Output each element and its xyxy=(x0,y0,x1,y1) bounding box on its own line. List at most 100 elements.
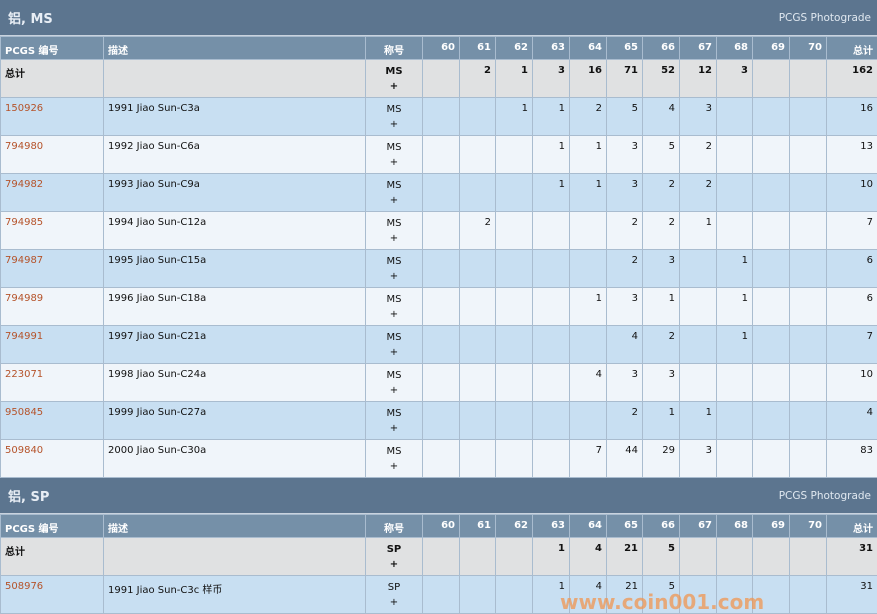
grade-count[interactable]: 3 xyxy=(680,98,717,136)
grade-count[interactable]: 3 xyxy=(607,364,643,402)
row-total[interactable]: 7 xyxy=(827,212,877,250)
col-grade-60[interactable]: 60 xyxy=(423,515,460,538)
pcgs-code-link[interactable]: 950845 xyxy=(5,407,43,418)
photograde-link[interactable]: PCGS Photograde xyxy=(779,12,871,24)
col-desc[interactable]: 描述 xyxy=(104,515,366,538)
pcgs-code-link[interactable]: 508976 xyxy=(5,581,43,592)
grade-count[interactable]: 1 xyxy=(570,136,607,174)
grade-count[interactable]: 2 xyxy=(570,98,607,136)
grade-count[interactable]: 1 xyxy=(643,288,680,326)
pcgs-code-link[interactable]: 794989 xyxy=(5,293,43,304)
grade-count[interactable]: 3 xyxy=(643,364,680,402)
plus-icon[interactable]: + xyxy=(370,155,418,170)
grade-count[interactable]: 2 xyxy=(680,174,717,212)
col-designation[interactable]: 称号 xyxy=(366,515,423,538)
grade-count[interactable]: 4 xyxy=(570,576,607,614)
grade-count[interactable]: 3 xyxy=(607,136,643,174)
plus-icon[interactable]: + xyxy=(370,383,418,398)
grade-count[interactable]: 1 xyxy=(533,174,570,212)
grade-count[interactable]: 1 xyxy=(680,402,717,440)
row-total[interactable]: 13 xyxy=(827,136,877,174)
pcgs-code-link[interactable]: 794991 xyxy=(5,331,43,342)
plus-icon[interactable]: + xyxy=(370,557,418,572)
col-grade-68[interactable]: 68 xyxy=(717,37,753,60)
grade-count[interactable]: 29 xyxy=(643,440,680,478)
pcgs-code-link[interactable]: 794985 xyxy=(5,217,43,228)
grade-count[interactable]: 44 xyxy=(607,440,643,478)
col-grade-63[interactable]: 63 xyxy=(533,515,570,538)
row-total[interactable]: 6 xyxy=(827,250,877,288)
col-grade-63[interactable]: 63 xyxy=(533,37,570,60)
grade-count[interactable]: 2 xyxy=(643,212,680,250)
pcgs-code-link[interactable]: 794987 xyxy=(5,255,43,266)
col-grade-70[interactable]: 70 xyxy=(790,515,827,538)
grade-count[interactable]: 2 xyxy=(643,326,680,364)
grade-count[interactable]: 1 xyxy=(680,212,717,250)
plus-icon[interactable]: + xyxy=(370,307,418,322)
grade-count[interactable]: 1 xyxy=(533,98,570,136)
plus-icon[interactable]: + xyxy=(370,117,418,132)
grade-count[interactable]: 2 xyxy=(607,250,643,288)
plus-icon[interactable]: + xyxy=(370,269,418,284)
grade-count[interactable]: 2 xyxy=(607,212,643,250)
row-total[interactable]: 10 xyxy=(827,364,877,402)
col-designation[interactable]: 称号 xyxy=(366,37,423,60)
row-total[interactable]: 31 xyxy=(827,576,877,614)
col-grade-62[interactable]: 62 xyxy=(496,37,533,60)
grade-count[interactable]: 1 xyxy=(717,288,753,326)
col-grade-65[interactable]: 65 xyxy=(607,37,643,60)
grade-count[interactable]: 3 xyxy=(607,174,643,212)
col-desc[interactable]: 描述 xyxy=(104,37,366,60)
plus-icon[interactable]: + xyxy=(370,79,418,94)
grade-count[interactable]: 2 xyxy=(643,174,680,212)
grade-count[interactable]: 5 xyxy=(643,136,680,174)
row-total[interactable]: 4 xyxy=(827,402,877,440)
col-grade-67[interactable]: 67 xyxy=(680,37,717,60)
pcgs-code-link[interactable]: 150926 xyxy=(5,103,43,114)
plus-icon[interactable]: + xyxy=(370,421,418,436)
col-total[interactable]: 总计 xyxy=(827,515,877,538)
row-total[interactable]: 7 xyxy=(827,326,877,364)
col-grade-61[interactable]: 61 xyxy=(460,515,496,538)
col-grade-66[interactable]: 66 xyxy=(643,515,680,538)
plus-icon[interactable]: + xyxy=(370,345,418,360)
pcgs-code-link[interactable]: 794980 xyxy=(5,141,43,152)
grade-count[interactable]: 5 xyxy=(643,576,680,614)
col-grade-65[interactable]: 65 xyxy=(607,515,643,538)
col-grade-68[interactable]: 68 xyxy=(717,515,753,538)
row-total[interactable]: 16 xyxy=(827,98,877,136)
row-total[interactable]: 83 xyxy=(827,440,877,478)
col-grade-66[interactable]: 66 xyxy=(643,37,680,60)
col-code[interactable]: PCGS 编号 xyxy=(1,37,104,60)
col-grade-67[interactable]: 67 xyxy=(680,515,717,538)
pcgs-code-link[interactable]: 223071 xyxy=(5,369,43,380)
grade-count[interactable]: 4 xyxy=(570,364,607,402)
grade-count[interactable]: 2 xyxy=(607,402,643,440)
plus-icon[interactable]: + xyxy=(370,459,418,474)
col-total[interactable]: 总计 xyxy=(827,37,877,60)
col-grade-61[interactable]: 61 xyxy=(460,37,496,60)
col-grade-64[interactable]: 64 xyxy=(570,515,607,538)
col-grade-60[interactable]: 60 xyxy=(423,37,460,60)
grade-count[interactable]: 21 xyxy=(607,576,643,614)
grade-count[interactable]: 3 xyxy=(643,250,680,288)
grade-count[interactable]: 1 xyxy=(570,288,607,326)
pcgs-code-link[interactable]: 794982 xyxy=(5,179,43,190)
grade-count[interactable]: 1 xyxy=(533,576,570,614)
grade-count[interactable]: 1 xyxy=(717,250,753,288)
row-total[interactable]: 6 xyxy=(827,288,877,326)
grade-count[interactable]: 4 xyxy=(607,326,643,364)
plus-icon[interactable]: + xyxy=(370,193,418,208)
col-grade-69[interactable]: 69 xyxy=(753,37,790,60)
col-grade-62[interactable]: 62 xyxy=(496,515,533,538)
grade-count[interactable]: 5 xyxy=(607,98,643,136)
grade-count[interactable]: 3 xyxy=(607,288,643,326)
pcgs-code-link[interactable]: 509840 xyxy=(5,445,43,456)
grade-count[interactable]: 1 xyxy=(496,98,533,136)
col-grade-69[interactable]: 69 xyxy=(753,515,790,538)
col-code[interactable]: PCGS 编号 xyxy=(1,515,104,538)
col-grade-70[interactable]: 70 xyxy=(790,37,827,60)
grade-count[interactable]: 1 xyxy=(533,136,570,174)
grade-count[interactable]: 1 xyxy=(570,174,607,212)
grade-count[interactable]: 7 xyxy=(570,440,607,478)
